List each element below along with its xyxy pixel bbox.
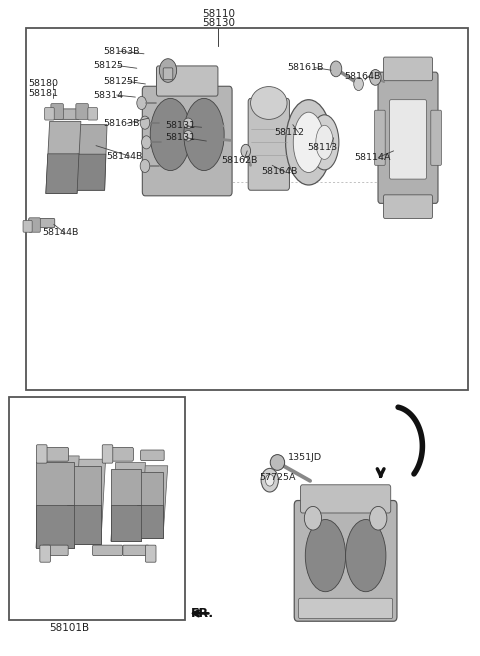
Text: 58163B: 58163B: [103, 47, 140, 56]
Text: 57725A: 57725A: [259, 473, 296, 482]
Text: 58125F: 58125F: [103, 77, 139, 86]
Polygon shape: [111, 505, 141, 541]
FancyBboxPatch shape: [76, 104, 88, 119]
Ellipse shape: [265, 474, 274, 486]
Polygon shape: [46, 154, 79, 194]
Polygon shape: [111, 469, 141, 541]
Text: 58125: 58125: [94, 61, 124, 70]
Text: 58113: 58113: [307, 143, 337, 152]
Ellipse shape: [354, 77, 363, 91]
FancyBboxPatch shape: [294, 501, 397, 621]
Text: 1351JD: 1351JD: [288, 453, 322, 462]
Text: 58161B: 58161B: [287, 63, 324, 72]
FancyBboxPatch shape: [145, 545, 156, 562]
Text: 58131: 58131: [166, 121, 196, 131]
FancyBboxPatch shape: [248, 98, 289, 190]
FancyBboxPatch shape: [299, 598, 393, 619]
Ellipse shape: [304, 506, 322, 530]
FancyBboxPatch shape: [45, 108, 54, 120]
Ellipse shape: [286, 100, 332, 185]
Polygon shape: [46, 121, 81, 194]
Ellipse shape: [183, 131, 193, 141]
Polygon shape: [111, 462, 145, 541]
FancyBboxPatch shape: [36, 445, 47, 463]
Ellipse shape: [150, 98, 191, 171]
FancyBboxPatch shape: [93, 545, 122, 556]
Ellipse shape: [330, 61, 342, 77]
Ellipse shape: [270, 455, 285, 470]
Text: 58131: 58131: [166, 133, 196, 142]
Polygon shape: [136, 466, 168, 538]
Text: 58164B: 58164B: [345, 72, 381, 81]
FancyBboxPatch shape: [23, 220, 32, 232]
Text: 58162B: 58162B: [221, 156, 257, 165]
Ellipse shape: [159, 58, 177, 82]
Polygon shape: [36, 505, 74, 548]
Polygon shape: [136, 505, 163, 538]
Text: 58110: 58110: [202, 9, 235, 20]
Polygon shape: [36, 456, 79, 548]
Ellipse shape: [293, 112, 324, 173]
Polygon shape: [76, 125, 107, 190]
Text: 58101B: 58101B: [49, 623, 90, 634]
Ellipse shape: [370, 506, 387, 530]
FancyBboxPatch shape: [384, 195, 432, 218]
FancyBboxPatch shape: [29, 218, 55, 228]
Text: 58181: 58181: [28, 89, 58, 98]
Ellipse shape: [140, 116, 150, 129]
Text: 58112: 58112: [275, 128, 304, 137]
FancyBboxPatch shape: [88, 108, 97, 120]
Text: 58144B: 58144B: [42, 228, 79, 237]
FancyBboxPatch shape: [123, 545, 149, 556]
Ellipse shape: [137, 96, 146, 110]
FancyBboxPatch shape: [102, 445, 113, 463]
FancyBboxPatch shape: [142, 86, 232, 195]
FancyBboxPatch shape: [39, 447, 69, 461]
FancyBboxPatch shape: [431, 110, 442, 165]
FancyBboxPatch shape: [51, 109, 79, 119]
FancyBboxPatch shape: [29, 218, 40, 232]
Polygon shape: [67, 459, 106, 544]
FancyBboxPatch shape: [51, 104, 63, 119]
Text: 58180: 58180: [28, 79, 58, 88]
FancyBboxPatch shape: [141, 450, 164, 461]
Ellipse shape: [310, 115, 339, 170]
Polygon shape: [67, 466, 101, 544]
Bar: [26, 28, 468, 390]
FancyBboxPatch shape: [40, 545, 50, 562]
FancyBboxPatch shape: [384, 57, 432, 81]
Ellipse shape: [370, 70, 381, 85]
Bar: [9, 397, 185, 620]
FancyBboxPatch shape: [378, 72, 438, 203]
Ellipse shape: [346, 520, 386, 592]
FancyBboxPatch shape: [163, 68, 173, 79]
Polygon shape: [76, 154, 106, 190]
FancyBboxPatch shape: [156, 66, 218, 96]
FancyBboxPatch shape: [300, 485, 391, 513]
Text: 58114A: 58114A: [354, 153, 391, 162]
Text: 58314: 58314: [94, 91, 124, 100]
Ellipse shape: [241, 144, 251, 157]
Ellipse shape: [305, 520, 346, 592]
Polygon shape: [136, 472, 163, 538]
Ellipse shape: [142, 136, 151, 149]
Ellipse shape: [184, 98, 224, 171]
Text: FR.: FR.: [191, 607, 214, 620]
Ellipse shape: [251, 87, 287, 119]
Ellipse shape: [140, 159, 150, 173]
FancyBboxPatch shape: [374, 110, 385, 165]
Ellipse shape: [261, 468, 278, 492]
Text: 58163B: 58163B: [103, 119, 140, 128]
FancyBboxPatch shape: [104, 447, 133, 461]
FancyBboxPatch shape: [390, 100, 427, 179]
Polygon shape: [36, 462, 74, 548]
Ellipse shape: [183, 118, 193, 129]
FancyBboxPatch shape: [42, 545, 68, 556]
Ellipse shape: [316, 125, 333, 159]
Text: 58130: 58130: [202, 18, 235, 28]
Text: 58164B: 58164B: [262, 167, 298, 176]
Polygon shape: [67, 505, 101, 544]
Text: 58144B: 58144B: [107, 152, 143, 161]
